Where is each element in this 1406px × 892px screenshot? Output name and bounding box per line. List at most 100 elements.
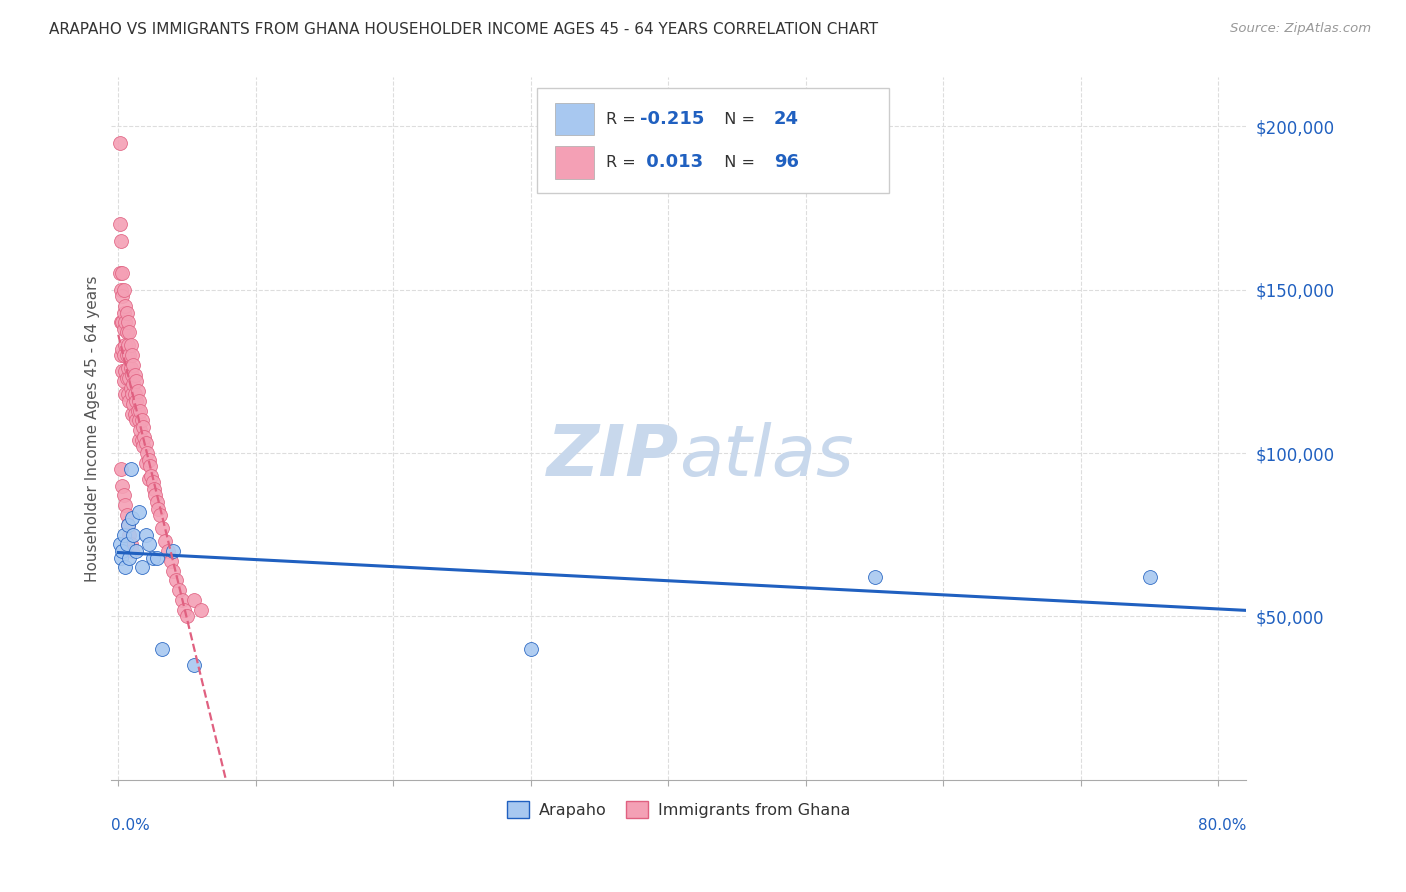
- Point: [1139, 570, 1161, 584]
- Point: [136, 446, 159, 460]
- Point: [142, 550, 165, 565]
- Point: [132, 440, 155, 454]
- Point: [117, 517, 139, 532]
- Point: [125, 413, 148, 427]
- Point: [117, 361, 139, 376]
- Point: [131, 413, 153, 427]
- Point: [129, 423, 152, 437]
- Point: [121, 407, 143, 421]
- Point: [150, 642, 173, 657]
- Point: [108, 537, 131, 551]
- Point: [121, 511, 143, 525]
- Point: [114, 315, 136, 329]
- Point: [128, 433, 150, 447]
- Point: [132, 420, 155, 434]
- Point: [159, 554, 181, 568]
- Point: [183, 593, 205, 607]
- Point: [127, 384, 149, 398]
- Point: [128, 393, 150, 408]
- Point: [114, 560, 136, 574]
- Point: [122, 358, 145, 372]
- Point: [156, 544, 179, 558]
- Point: [176, 609, 198, 624]
- Point: [121, 368, 143, 382]
- Point: [135, 436, 157, 450]
- Point: [183, 658, 205, 673]
- Point: [142, 475, 165, 490]
- Point: [108, 218, 131, 232]
- Point: [111, 478, 134, 492]
- Point: [117, 517, 139, 532]
- Point: [114, 364, 136, 378]
- Point: [120, 537, 142, 551]
- Point: [120, 462, 142, 476]
- Point: [146, 495, 169, 509]
- Point: [125, 374, 148, 388]
- Point: [112, 488, 135, 502]
- Text: Source: ZipAtlas.com: Source: ZipAtlas.com: [1230, 22, 1371, 36]
- Point: [115, 325, 138, 339]
- Point: [118, 550, 141, 565]
- Point: [112, 305, 135, 319]
- Point: [110, 234, 132, 248]
- Text: R =: R =: [606, 112, 641, 127]
- Point: [120, 381, 142, 395]
- Point: [111, 267, 134, 281]
- Point: [141, 469, 163, 483]
- Point: [125, 393, 148, 408]
- Point: [121, 544, 143, 558]
- Point: [124, 407, 146, 421]
- Point: [153, 534, 176, 549]
- Point: [115, 508, 138, 522]
- Point: [131, 433, 153, 447]
- Point: [148, 508, 170, 522]
- Point: [117, 387, 139, 401]
- Point: [112, 283, 135, 297]
- Point: [520, 642, 543, 657]
- Point: [114, 498, 136, 512]
- Point: [111, 364, 134, 378]
- Text: R =: R =: [606, 155, 641, 169]
- Point: [124, 368, 146, 382]
- Point: [112, 348, 135, 362]
- Point: [121, 387, 143, 401]
- Legend: Arapaho, Immigrants from Ghana: Arapaho, Immigrants from Ghana: [501, 795, 856, 824]
- Point: [138, 452, 160, 467]
- Point: [115, 305, 138, 319]
- Point: [131, 560, 153, 574]
- Point: [138, 472, 160, 486]
- Text: ZIP: ZIP: [547, 422, 679, 491]
- Point: [111, 342, 134, 356]
- FancyBboxPatch shape: [555, 145, 593, 178]
- Text: 80.0%: 80.0%: [1198, 818, 1246, 833]
- Point: [115, 371, 138, 385]
- Point: [111, 315, 134, 329]
- Point: [127, 403, 149, 417]
- Point: [114, 338, 136, 352]
- Point: [173, 603, 195, 617]
- Point: [190, 603, 212, 617]
- Point: [150, 521, 173, 535]
- Text: 0.0%: 0.0%: [111, 818, 150, 833]
- Text: 0.013: 0.013: [640, 153, 703, 171]
- Point: [118, 393, 141, 408]
- Point: [146, 550, 169, 565]
- Point: [112, 322, 135, 336]
- Text: 24: 24: [773, 110, 799, 128]
- Point: [143, 482, 166, 496]
- Point: [121, 348, 143, 362]
- Point: [118, 348, 141, 362]
- Point: [165, 574, 187, 588]
- Point: [110, 462, 132, 476]
- Point: [108, 136, 131, 150]
- Text: N =: N =: [714, 112, 761, 127]
- Point: [162, 544, 184, 558]
- Point: [117, 315, 139, 329]
- Point: [110, 283, 132, 297]
- Point: [114, 299, 136, 313]
- Point: [122, 377, 145, 392]
- Point: [110, 550, 132, 565]
- Point: [110, 315, 132, 329]
- Point: [117, 338, 139, 352]
- FancyBboxPatch shape: [555, 103, 593, 136]
